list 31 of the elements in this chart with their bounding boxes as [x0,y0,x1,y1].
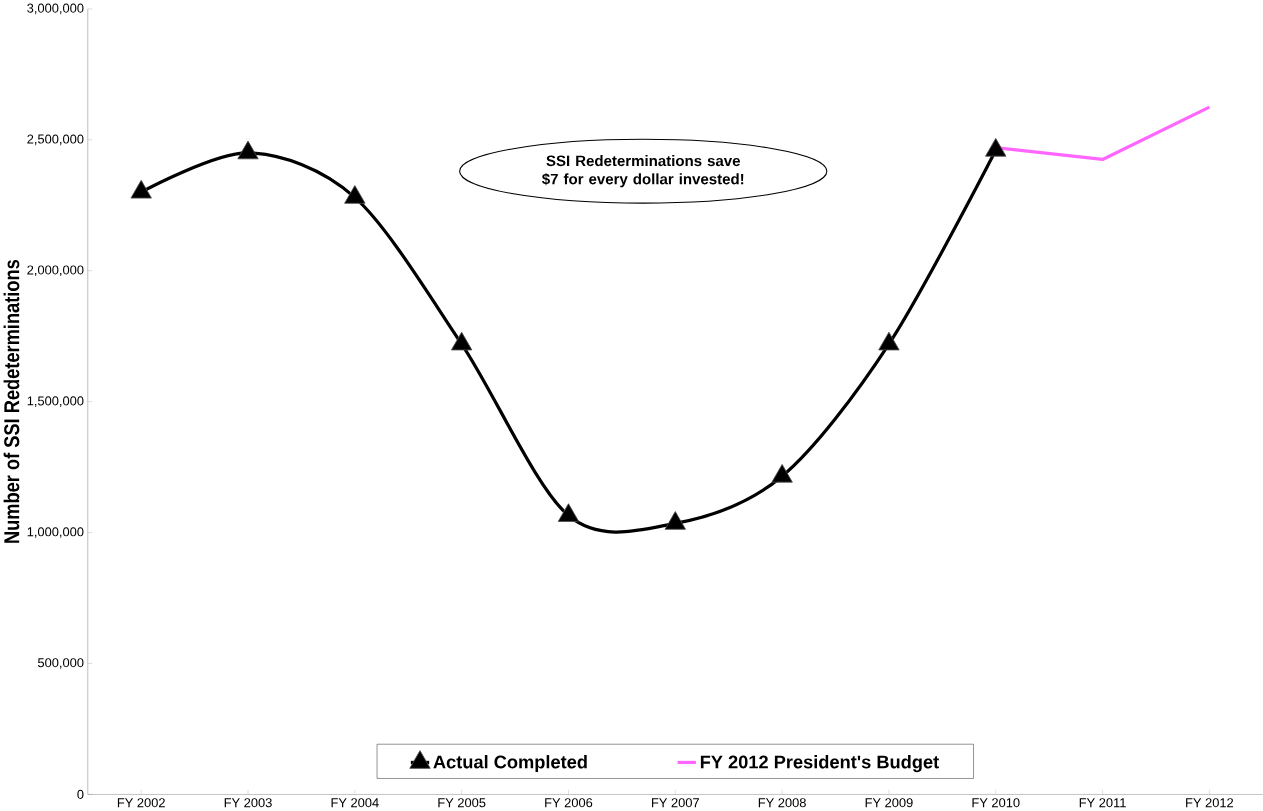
point [878,331,900,351]
x-tick-label: FY 2011 [1079,798,1126,808]
y-tick-label: 3,000,000 [27,3,84,15]
y-axis-title: Number of SSI Redeterminations [3,260,20,543]
point [344,185,366,204]
x-tick-label: FY 2002 [117,798,165,808]
x-tick-label: FY 2005 [438,798,486,808]
y-tick-label: 1,500,000 [27,396,84,408]
legend-label: Actual Completed [433,755,587,773]
y-tick-label: 2,500,000 [27,134,84,146]
x-tick-label: FY 2003 [224,798,272,808]
x-tick-label: FY 2012 [1186,798,1234,808]
point [771,464,793,483]
annotation: SSI Redeterminations save $7 for every dollar invested! [542,155,744,188]
x-tick-label: FY 2009 [865,798,913,808]
y-tick-label: 500,000 [37,658,84,669]
point [557,503,580,522]
y-tick-label: 1,000,000 [27,527,84,538]
x-tick-label: FY 2006 [545,798,593,808]
x-tick-label: FY 2004 [331,798,379,808]
point [664,511,686,530]
x-tick-label: FY 2008 [758,798,806,808]
point [130,180,152,199]
y-tick-label: 0 [77,789,84,799]
point [451,331,473,351]
point [237,140,259,160]
legend-label: FY 2012 President's Budget [700,755,939,773]
x-tick-label: FY 2007 [652,798,699,808]
y-tick-label: 2,000,000 [27,265,84,277]
point [985,138,1007,157]
x-tick-label: FY 2010 [972,798,1020,808]
